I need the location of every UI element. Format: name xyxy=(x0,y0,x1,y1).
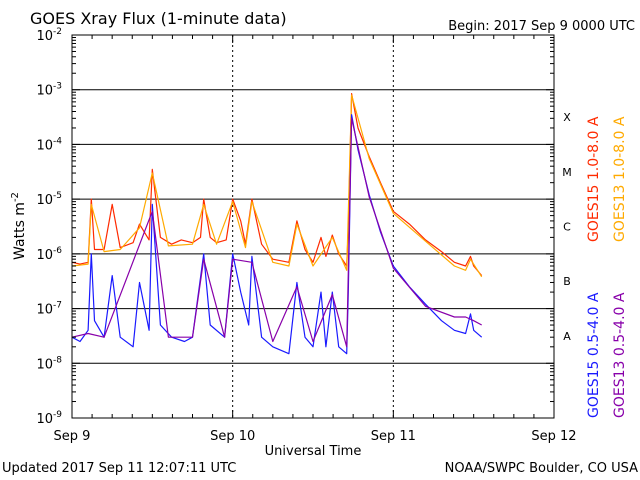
y-tick-label: 10-8 xyxy=(36,355,62,372)
y-tick-exponent: -6 xyxy=(53,246,62,256)
y-tick-label: 10-6 xyxy=(36,246,62,263)
legend-entry: GOES15 1.0-8.0 A xyxy=(586,116,602,242)
y-tick-label: 10-9 xyxy=(36,410,62,427)
y-tick-label: 10-7 xyxy=(36,301,62,318)
y-tick-base: 10 xyxy=(36,138,53,153)
flare-class-labels: A B C M X xyxy=(562,111,572,343)
flare-class-B: B xyxy=(563,275,571,288)
flare-class-M: M xyxy=(562,166,572,179)
y-tick-label: 10-4 xyxy=(36,136,62,153)
legend-entry: GOES15 0.5-4.0 A xyxy=(586,292,602,418)
x-tick-label: Sep 11 xyxy=(371,429,416,444)
grid-lines xyxy=(72,35,554,418)
y-axis-label: Watts m xyxy=(12,202,28,260)
legend-entry: GOES13 1.0-8.0 A xyxy=(612,116,628,242)
y-tick-base: 10 xyxy=(36,248,53,263)
y-tick-exponent: -7 xyxy=(53,301,62,311)
x-axis-label: Universal Time xyxy=(265,444,362,459)
x-tick-labels: Sep 9 Sep 10 Sep 11 Sep 12 xyxy=(54,429,577,444)
y-tick-base: 10 xyxy=(36,193,53,208)
y-axis-label-exponent: -2 xyxy=(10,192,21,202)
flare-class-C: C xyxy=(563,221,571,234)
plot-frame xyxy=(71,34,555,419)
legend: GOES15 1.0-8.0 A GOES13 1.0-8.0 A GOES15 0… xyxy=(586,116,628,418)
y-tick-base: 10 xyxy=(36,412,53,427)
y-tick-exponent: -4 xyxy=(53,136,62,146)
y-tick-exponent: -5 xyxy=(53,191,62,201)
svg-text:Watts m-2: Watts m-2 xyxy=(10,192,28,260)
y-tick-label: 10-2 xyxy=(36,27,62,44)
chart-title: GOES Xray Flux (1-minute data) xyxy=(30,9,287,28)
y-axis-label-group: Watts m-2 xyxy=(10,192,28,260)
y-tick-base: 10 xyxy=(36,29,53,44)
series-line xyxy=(71,114,483,355)
updated-text: Updated 2017 Sep 11 12:07:11 UTC xyxy=(2,461,236,476)
y-tick-exponent: -9 xyxy=(53,410,62,420)
y-tick-base: 10 xyxy=(36,303,53,318)
flare-class-X: X xyxy=(563,111,571,124)
y-tick-exponent: -2 xyxy=(53,27,62,37)
data-series xyxy=(71,93,483,355)
y-tick-base: 10 xyxy=(36,357,53,372)
flare-class-A: A xyxy=(563,330,571,343)
axis-ticks xyxy=(71,34,555,419)
y-tick-label: 10-3 xyxy=(36,82,62,99)
x-tick-label: Sep 10 xyxy=(210,429,255,444)
series-line xyxy=(71,117,482,348)
y-tick-labels: 10-910-810-710-610-510-410-310-2 xyxy=(36,27,62,427)
legend-entry: GOES13 0.5-4.0 A xyxy=(612,292,628,418)
y-tick-label: 10-5 xyxy=(36,191,62,208)
x-tick-label: Sep 12 xyxy=(531,429,576,444)
credit-text: NOAA/SWPC Boulder, CO USA xyxy=(445,461,638,476)
y-tick-exponent: -3 xyxy=(53,82,62,92)
series-line xyxy=(71,93,483,276)
y-tick-base: 10 xyxy=(36,84,53,99)
series-line xyxy=(71,94,483,278)
begin-label: Begin: 2017 Sep 9 0000 UTC xyxy=(448,19,635,34)
y-tick-exponent: -8 xyxy=(53,355,62,365)
x-tick-label: Sep 9 xyxy=(54,429,91,444)
